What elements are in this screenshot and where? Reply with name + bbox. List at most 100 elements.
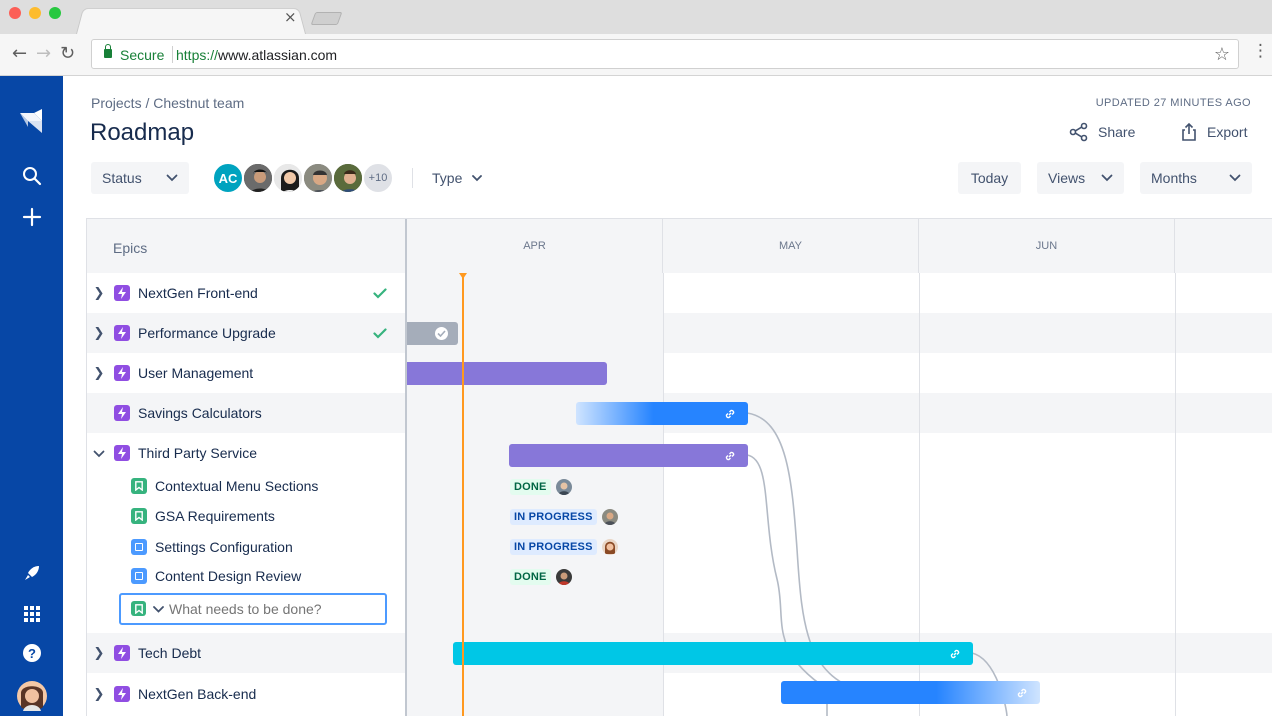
breadcrumb[interactable]: Projects / Chestnut team bbox=[91, 95, 245, 111]
search-icon[interactable] bbox=[0, 164, 63, 188]
chevron-down-icon[interactable] bbox=[93, 447, 105, 462]
avatar-initials[interactable]: AC bbox=[212, 162, 244, 194]
share-icon bbox=[1069, 122, 1088, 142]
epic-bar-user-management[interactable] bbox=[407, 362, 607, 385]
chevron-down-icon[interactable] bbox=[153, 606, 164, 613]
roadmap-grid: Epics APR MAY JUN ❯ NextGen Front-end ❯ … bbox=[86, 218, 1272, 716]
panel-resize-handle[interactable] bbox=[405, 219, 407, 716]
epic-label: Savings Calculators bbox=[138, 405, 262, 421]
check-icon bbox=[373, 327, 387, 339]
task-icon bbox=[131, 568, 147, 584]
child-issue-row[interactable]: Contextual Menu Sections bbox=[87, 471, 405, 501]
filter-divider bbox=[412, 168, 413, 188]
window-minimize-button[interactable] bbox=[29, 7, 41, 19]
months-dropdown[interactable]: Months bbox=[1140, 162, 1252, 194]
epic-bar-performance-upgrade[interactable] bbox=[407, 322, 458, 345]
export-button[interactable]: Export bbox=[1180, 122, 1247, 142]
today-button[interactable]: Today bbox=[958, 162, 1021, 194]
story-icon[interactable] bbox=[131, 601, 146, 616]
assignee-avatar[interactable] bbox=[556, 569, 572, 585]
global-sidebar: ? bbox=[0, 76, 63, 716]
chevron-right-icon[interactable]: ❯ bbox=[93, 686, 105, 702]
story-icon bbox=[131, 478, 147, 494]
child-issue-row[interactable]: Content Design Review bbox=[87, 561, 405, 591]
epic-icon bbox=[114, 686, 130, 702]
child-issue-label: Content Design Review bbox=[155, 568, 302, 584]
child-issue-row[interactable]: GSA Requirements bbox=[87, 501, 405, 531]
avatar[interactable] bbox=[272, 162, 304, 194]
url-host: www.atlassian.com bbox=[218, 47, 338, 63]
browser-tab[interactable] bbox=[76, 7, 306, 34]
status-lozenge: IN PROGRESS bbox=[510, 539, 597, 555]
jira-logo-icon[interactable] bbox=[0, 104, 63, 138]
forward-arrow-icon[interactable]: → bbox=[36, 43, 52, 64]
export-label: Export bbox=[1207, 124, 1248, 140]
epic-label: Tech Debt bbox=[138, 645, 202, 661]
help-icon[interactable]: ? bbox=[0, 641, 63, 665]
updated-timestamp: UPDATED 27 MINUTES AGO bbox=[1095, 97, 1251, 109]
window-zoom-button[interactable] bbox=[49, 7, 61, 19]
chevron-right-icon[interactable]: ❯ bbox=[93, 365, 105, 381]
create-plus-icon[interactable] bbox=[0, 205, 63, 229]
child-issue-row[interactable]: Settings Configuration bbox=[87, 532, 405, 562]
epic-row[interactable]: ❯ Performance Upgrade bbox=[87, 313, 405, 353]
share-button[interactable]: Share bbox=[1069, 122, 1135, 142]
epic-row[interactable]: Savings Calculators bbox=[87, 393, 405, 433]
epic-icon bbox=[114, 325, 130, 341]
today-marker-arrow bbox=[459, 273, 467, 279]
status-filter-dropdown[interactable]: Status bbox=[91, 162, 189, 194]
avatar-more[interactable]: +10 bbox=[362, 162, 394, 194]
epic-row[interactable]: Third Party Service bbox=[87, 433, 405, 473]
epic-icon bbox=[114, 285, 130, 301]
reload-icon[interactable]: ↻ bbox=[60, 43, 76, 64]
profile-avatar[interactable] bbox=[0, 680, 63, 712]
avatar-more-count: +10 bbox=[368, 172, 388, 184]
app-switcher-icon[interactable] bbox=[0, 602, 63, 626]
bookmark-star-icon[interactable]: ☆ bbox=[1213, 44, 1230, 65]
new-tab-button[interactable] bbox=[310, 12, 343, 25]
apr-column-shade bbox=[407, 273, 663, 313]
avatar[interactable] bbox=[332, 162, 364, 194]
create-issue-text-field[interactable] bbox=[169, 600, 379, 618]
month-header-apr: APR bbox=[407, 219, 663, 273]
epic-bar-nextgen-back-end[interactable] bbox=[781, 681, 1040, 704]
avatar[interactable] bbox=[242, 162, 274, 194]
epic-row[interactable]: ❯ Tech Debt bbox=[87, 633, 405, 673]
check-icon bbox=[373, 287, 387, 299]
chevron-right-icon[interactable]: ❯ bbox=[93, 325, 105, 341]
address-bar[interactable]: Secure https://www.atlassian.com ☆ bbox=[91, 39, 1239, 69]
epic-row[interactable]: ❯ NextGen Back-end bbox=[87, 674, 405, 714]
chevron-right-icon[interactable]: ❯ bbox=[93, 285, 105, 301]
assignee-avatar[interactable] bbox=[602, 509, 618, 525]
rocket-icon[interactable] bbox=[0, 561, 63, 585]
create-issue-input[interactable] bbox=[119, 593, 387, 625]
child-issue-label: Settings Configuration bbox=[155, 539, 293, 555]
chevron-right-icon[interactable]: ❯ bbox=[93, 645, 105, 661]
epic-row[interactable]: ❯ NextGen Front-end bbox=[87, 273, 405, 313]
browser-tab-bar: × bbox=[0, 0, 1272, 34]
type-filter-dropdown[interactable]: Type bbox=[432, 170, 483, 186]
tab-close-icon[interactable]: × bbox=[284, 8, 297, 26]
assignee-avatar[interactable] bbox=[556, 479, 572, 495]
epic-bar-third-party-service[interactable] bbox=[509, 444, 748, 467]
status-filter-label: Status bbox=[102, 170, 142, 186]
svg-text:?: ? bbox=[28, 646, 36, 661]
status-lozenge: DONE bbox=[510, 569, 551, 585]
share-label: Share bbox=[1098, 124, 1136, 140]
epic-bar-savings-calculators[interactable] bbox=[576, 402, 748, 425]
epic-bar-tech-debt[interactable] bbox=[453, 642, 973, 665]
window-close-button[interactable] bbox=[9, 7, 21, 19]
epic-icon bbox=[114, 365, 130, 381]
assignee-avatar[interactable] bbox=[602, 539, 618, 555]
epic-label: NextGen Back-end bbox=[138, 686, 257, 702]
apr-column-shade bbox=[407, 673, 663, 716]
views-dropdown[interactable]: Views bbox=[1037, 162, 1124, 194]
avatar[interactable] bbox=[302, 162, 334, 194]
browser-menu-icon[interactable]: ⋮ bbox=[1252, 41, 1269, 61]
export-icon bbox=[1182, 122, 1196, 141]
epic-label: Third Party Service bbox=[138, 445, 258, 461]
back-arrow-icon[interactable]: ← bbox=[12, 43, 28, 64]
epic-row[interactable]: ❯ User Management bbox=[87, 353, 405, 393]
status-lozenge: IN PROGRESS bbox=[510, 509, 597, 525]
views-label: Views bbox=[1048, 170, 1086, 186]
